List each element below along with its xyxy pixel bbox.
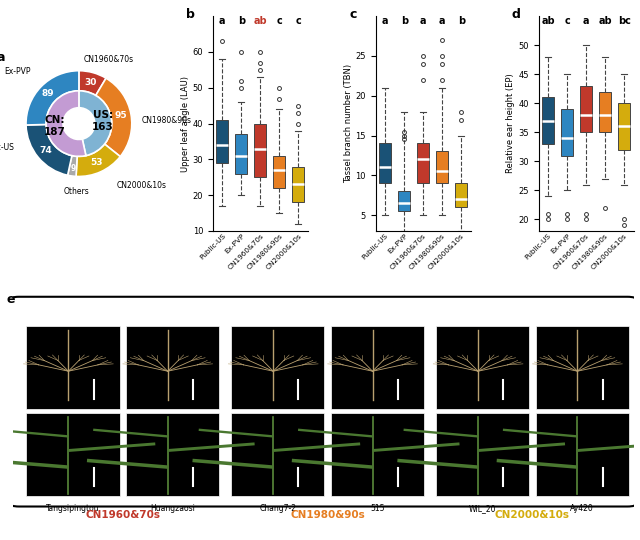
FancyBboxPatch shape — [231, 326, 324, 409]
Text: CN2000&10s: CN2000&10s — [117, 181, 167, 191]
FancyBboxPatch shape — [436, 413, 529, 496]
Text: ab: ab — [541, 16, 555, 26]
FancyBboxPatch shape — [536, 413, 628, 496]
Text: CN1980&90s: CN1980&90s — [141, 117, 191, 125]
Text: 53: 53 — [90, 158, 102, 167]
Text: Ex-PVP: Ex-PVP — [4, 68, 30, 76]
FancyBboxPatch shape — [331, 413, 424, 496]
Text: 95: 95 — [115, 111, 127, 120]
Text: Chang7-2: Chang7-2 — [259, 504, 296, 514]
Text: Public-US: Public-US — [0, 143, 14, 152]
Text: CN:
187: CN: 187 — [44, 116, 66, 137]
Text: b: b — [186, 8, 195, 21]
FancyBboxPatch shape — [126, 326, 219, 409]
Text: b: b — [401, 16, 408, 26]
Y-axis label: Tassel branch number (TBN): Tassel branch number (TBN) — [344, 64, 353, 183]
PathPatch shape — [380, 144, 391, 183]
Text: a: a — [0, 51, 5, 64]
PathPatch shape — [561, 109, 573, 156]
Wedge shape — [26, 71, 79, 125]
FancyBboxPatch shape — [10, 297, 637, 507]
Text: a: a — [420, 16, 426, 26]
Text: b: b — [458, 16, 465, 26]
Text: Tangsipingtou: Tangsipingtou — [46, 504, 100, 514]
PathPatch shape — [236, 134, 247, 174]
Text: 515: 515 — [370, 504, 385, 514]
Text: CN1960&70s: CN1960&70s — [83, 55, 133, 64]
FancyBboxPatch shape — [536, 326, 628, 409]
PathPatch shape — [436, 151, 448, 183]
FancyBboxPatch shape — [231, 413, 324, 496]
PathPatch shape — [599, 92, 611, 132]
FancyBboxPatch shape — [331, 326, 424, 409]
PathPatch shape — [580, 86, 592, 132]
Text: ab: ab — [598, 16, 612, 26]
Text: 9: 9 — [70, 164, 76, 173]
PathPatch shape — [398, 191, 410, 211]
Text: US:
163: US: 163 — [92, 110, 114, 132]
Text: c: c — [564, 16, 570, 26]
PathPatch shape — [255, 124, 266, 177]
Text: e: e — [6, 293, 15, 306]
PathPatch shape — [417, 144, 429, 183]
Text: a: a — [219, 16, 226, 26]
Text: Ay420: Ay420 — [570, 504, 594, 514]
Wedge shape — [46, 91, 86, 157]
Text: b: b — [238, 16, 245, 26]
Wedge shape — [96, 78, 132, 157]
Wedge shape — [76, 144, 120, 177]
PathPatch shape — [273, 156, 285, 188]
Text: ab: ab — [253, 16, 267, 26]
Wedge shape — [26, 124, 72, 176]
FancyBboxPatch shape — [26, 413, 120, 496]
Text: a: a — [382, 16, 388, 26]
PathPatch shape — [618, 103, 630, 150]
Text: CN1960&70s: CN1960&70s — [85, 510, 160, 521]
Wedge shape — [79, 91, 112, 156]
Text: c: c — [349, 8, 356, 21]
Text: 74: 74 — [40, 146, 52, 156]
Wedge shape — [79, 71, 106, 96]
Text: a: a — [583, 16, 589, 26]
PathPatch shape — [292, 166, 304, 202]
Text: bc: bc — [618, 16, 630, 26]
FancyBboxPatch shape — [436, 326, 529, 409]
PathPatch shape — [455, 183, 467, 207]
Text: a: a — [439, 16, 445, 26]
Text: Others: Others — [63, 187, 89, 196]
Y-axis label: Relative ear height (EP): Relative ear height (EP) — [506, 74, 515, 173]
PathPatch shape — [216, 120, 228, 163]
FancyBboxPatch shape — [26, 326, 120, 409]
PathPatch shape — [542, 97, 554, 144]
Text: WIL_20: WIL_20 — [469, 504, 497, 514]
FancyBboxPatch shape — [126, 413, 219, 496]
Text: 30: 30 — [84, 78, 97, 87]
Text: CN2000&10s: CN2000&10s — [495, 510, 570, 521]
Text: Huangzaosi: Huangzaosi — [150, 504, 195, 514]
Text: 89: 89 — [42, 89, 54, 98]
Text: d: d — [512, 8, 521, 21]
Wedge shape — [68, 156, 77, 177]
Text: c: c — [296, 16, 301, 26]
Text: c: c — [276, 16, 282, 26]
Y-axis label: Upper leaf angle (LAU): Upper leaf angle (LAU) — [180, 76, 189, 172]
Text: CN1980&90s: CN1980&90s — [290, 510, 365, 521]
